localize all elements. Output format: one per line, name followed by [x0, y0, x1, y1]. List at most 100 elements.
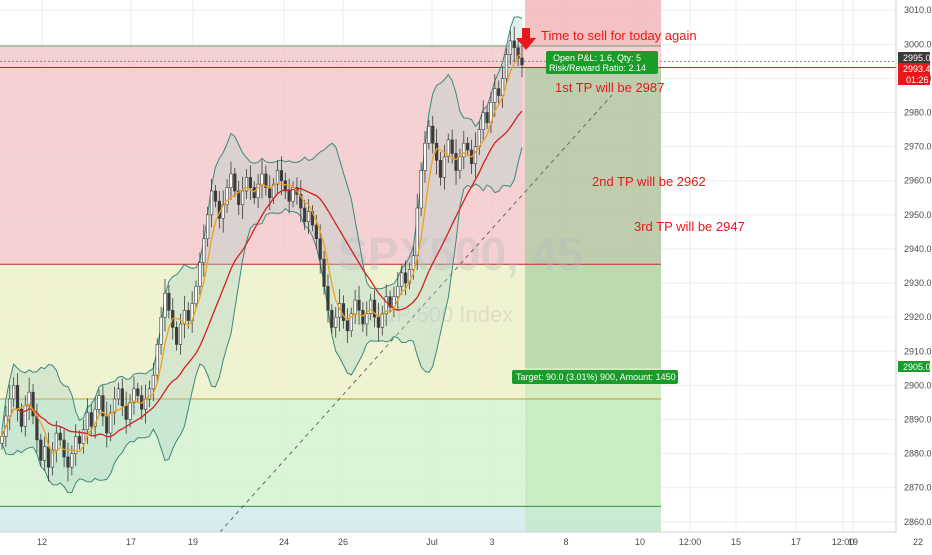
candle	[369, 293, 373, 320]
candle	[334, 306, 338, 338]
countdown-text: 01:26	[906, 75, 929, 85]
candle-body	[31, 391, 35, 417]
target-tag[interactable]: Target: 90.0 (3.01%) 900, Amount: 1450	[512, 370, 678, 384]
y-tick-label: 3010.0	[904, 5, 932, 15]
candle	[466, 137, 470, 157]
candle	[388, 290, 392, 314]
candle	[303, 199, 307, 230]
candle	[58, 426, 62, 447]
candle	[361, 302, 365, 333]
price-axis[interactable]	[895, 0, 932, 532]
target-price-label: 2905.0	[898, 361, 931, 372]
time-axis[interactable]	[0, 531, 932, 550]
pnl-text: Open P&L: 1.6, Qty: 5	[553, 53, 641, 63]
candle-body	[0, 436, 4, 444]
candle-body	[132, 388, 136, 403]
candle	[357, 285, 361, 325]
candle-body	[287, 190, 291, 202]
candle-body	[334, 316, 338, 328]
candle-body	[275, 170, 280, 185]
candle-body	[54, 432, 58, 451]
y-tick-label: 2920.0	[904, 312, 932, 322]
risk-area	[525, 0, 661, 47]
candle-body	[81, 429, 86, 444]
candle	[372, 289, 377, 328]
candle-body	[124, 405, 128, 420]
y-tick-label: 2900.0	[904, 380, 932, 390]
last-price-label: 2995.0	[898, 52, 931, 63]
candle-body	[147, 388, 152, 400]
candle-body	[314, 224, 318, 240]
pnl-tag[interactable]: Open P&L: 1.6, Qty: 5 Risk/Reward Ratio:…	[546, 51, 658, 74]
candle-body	[512, 40, 516, 49]
candle-body	[283, 180, 287, 192]
x-tick-label: 26	[338, 537, 348, 547]
candle	[50, 441, 55, 476]
y-tick-label: 3000.0	[904, 39, 932, 49]
candle-body	[299, 194, 303, 209]
candle-body	[109, 412, 113, 434]
x-tick-label: 3	[489, 537, 494, 547]
candle-body	[403, 272, 408, 284]
candle	[419, 162, 423, 217]
candle	[233, 167, 237, 198]
candle-body	[423, 142, 427, 171]
candle-body	[462, 142, 466, 158]
candle-body	[427, 125, 431, 144]
last-price-text: 2995.0	[903, 53, 931, 63]
candle	[248, 165, 252, 200]
annotation-tp1: 1st TP will be 2987	[555, 80, 664, 95]
candle-body	[244, 177, 249, 192]
candle-body	[396, 286, 400, 297]
candle-body	[365, 313, 369, 325]
candle	[244, 169, 249, 200]
candle	[237, 180, 241, 215]
candle	[147, 380, 152, 408]
candle-body	[322, 258, 326, 287]
candle	[458, 148, 462, 179]
candle	[116, 382, 121, 406]
candle	[194, 280, 198, 310]
annotation-tp3: 3rd TP will be 2947	[634, 219, 745, 234]
y-tick-label: 2860.0	[904, 517, 932, 527]
candle-body	[19, 408, 24, 427]
candle	[473, 132, 478, 179]
x-tick-label: 15	[731, 537, 741, 547]
candle-body	[213, 190, 218, 202]
zones	[0, 0, 896, 532]
candle-body	[35, 415, 39, 441]
candle	[206, 206, 210, 247]
candle-body	[357, 299, 361, 311]
x-tick-label: 19	[188, 537, 198, 547]
candle	[167, 285, 171, 319]
candle	[155, 338, 159, 382]
candle-body	[93, 408, 97, 427]
candle-body	[252, 187, 256, 199]
ratio-text: Risk/Reward Ratio: 2.14	[549, 63, 646, 73]
y-tick-label: 2870.0	[904, 483, 932, 493]
candle-body	[376, 316, 381, 328]
candle-body	[66, 456, 70, 468]
candle	[213, 184, 218, 208]
candle	[81, 419, 86, 454]
candle-body	[326, 286, 330, 311]
target-text: Target: 90.0 (3.01%) 900, Amount: 1450	[516, 372, 676, 382]
candle-body	[39, 439, 43, 461]
candle	[330, 304, 334, 334]
candle	[229, 161, 233, 200]
candle	[19, 403, 24, 433]
candle	[508, 30, 512, 65]
candle-body	[466, 142, 470, 151]
candle-body	[369, 299, 373, 315]
candle-body	[442, 156, 446, 178]
candle	[202, 224, 206, 277]
candle-body	[388, 296, 392, 308]
candle	[299, 180, 303, 223]
red-price-text: 2993.4	[903, 64, 931, 74]
candle-body	[458, 156, 462, 171]
reward-area	[525, 67, 661, 369]
candle	[101, 385, 105, 427]
candle-body	[303, 207, 307, 222]
